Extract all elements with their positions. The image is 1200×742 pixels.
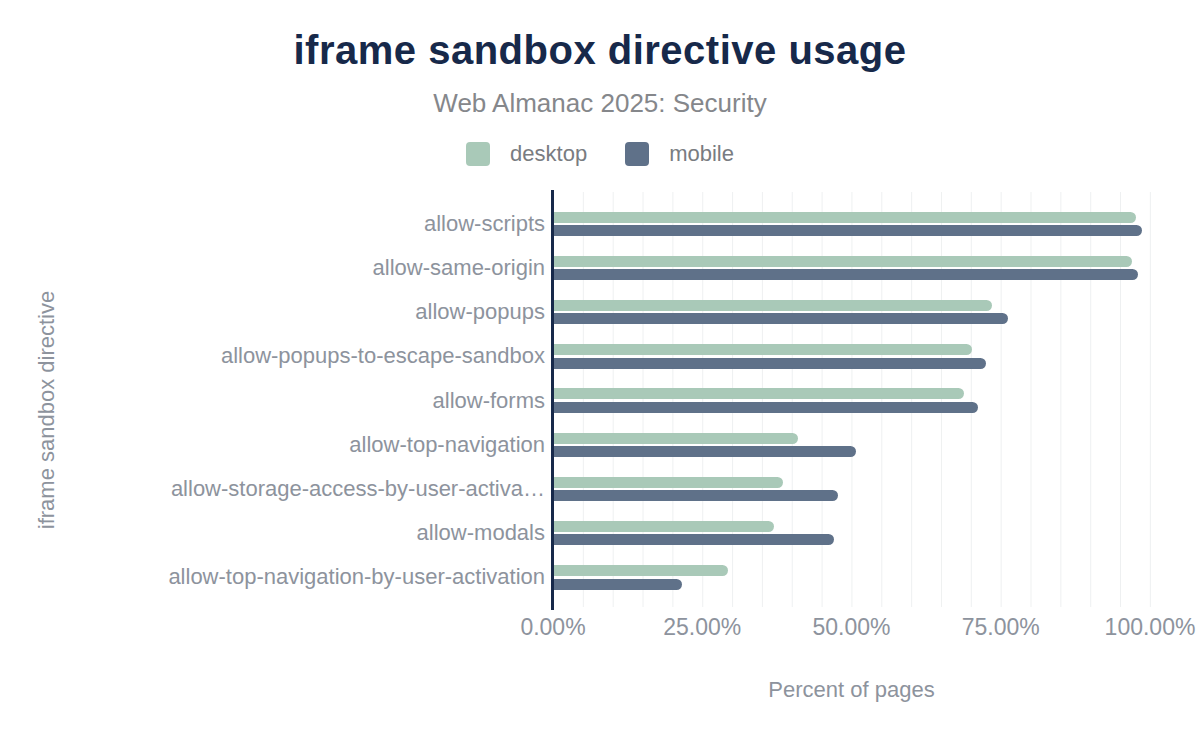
bar-mobile-allow-top-navigation-by-user-activation[interactable] xyxy=(554,579,682,590)
bar-mobile-allow-popups[interactable] xyxy=(554,313,1008,324)
legend-label: desktop xyxy=(510,141,587,167)
y-axis-line xyxy=(551,190,554,610)
x-axis-tick-label: 100.00% xyxy=(1075,614,1200,641)
y-axis-category-label: allow-top-navigation-by-user-activation xyxy=(0,564,545,590)
bar-mobile-allow-popups-to-escape-sandbox[interactable] xyxy=(554,358,986,369)
y-axis-category-label: allow-storage-access-by-user-activa… xyxy=(0,476,545,502)
bar-mobile-allow-storage-access-by-user-activa-[interactable] xyxy=(554,490,838,501)
bar-desktop-allow-modals[interactable] xyxy=(554,521,774,532)
bar-mobile-allow-forms[interactable] xyxy=(554,402,978,413)
y-axis-category-label: allow-popups-to-escape-sandbox xyxy=(0,343,545,369)
x-axis-tick-label: 0.00% xyxy=(478,614,628,641)
bar-mobile-allow-top-navigation[interactable] xyxy=(554,446,856,457)
y-axis-category-label: allow-modals xyxy=(0,520,545,546)
page-title: iframe sandbox directive usage xyxy=(0,28,1200,73)
y-axis-category-label: allow-scripts xyxy=(0,211,545,237)
chart-subtitle: Web Almanac 2025: Security xyxy=(0,88,1200,119)
bar-mobile-allow-modals[interactable] xyxy=(554,534,834,545)
y-axis-category-label: allow-same-origin xyxy=(0,255,545,281)
y-axis-category-label: allow-forms xyxy=(0,388,545,414)
legend-item-desktop: desktop xyxy=(466,141,587,167)
x-axis-tick-label: 25.00% xyxy=(627,614,777,641)
bar-desktop-allow-forms[interactable] xyxy=(554,388,964,399)
legend-swatch-mobile xyxy=(625,142,649,166)
bar-desktop-allow-storage-access-by-user-activa-[interactable] xyxy=(554,477,783,488)
y-axis-category-label: allow-popups xyxy=(0,299,545,325)
chart-legend: desktop mobile xyxy=(0,141,1200,167)
bar-desktop-allow-same-origin[interactable] xyxy=(554,256,1132,267)
bar-desktop-allow-top-navigation[interactable] xyxy=(554,433,798,444)
bar-mobile-allow-scripts[interactable] xyxy=(554,225,1142,236)
legend-swatch-desktop xyxy=(466,142,490,166)
legend-label: mobile xyxy=(669,141,734,167)
bar-desktop-allow-top-navigation-by-user-activation[interactable] xyxy=(554,565,728,576)
x-axis-tick-label: 50.00% xyxy=(777,614,927,641)
x-axis-title: Percent of pages xyxy=(553,677,1150,703)
legend-item-mobile: mobile xyxy=(625,141,734,167)
bar-mobile-allow-same-origin[interactable] xyxy=(554,269,1138,280)
bar-desktop-allow-popups[interactable] xyxy=(554,300,992,311)
y-axis-category-label: allow-top-navigation xyxy=(0,432,545,458)
bar-desktop-allow-scripts[interactable] xyxy=(554,212,1136,223)
bar-desktop-allow-popups-to-escape-sandbox[interactable] xyxy=(554,344,972,355)
x-axis-tick-label: 75.00% xyxy=(926,614,1076,641)
